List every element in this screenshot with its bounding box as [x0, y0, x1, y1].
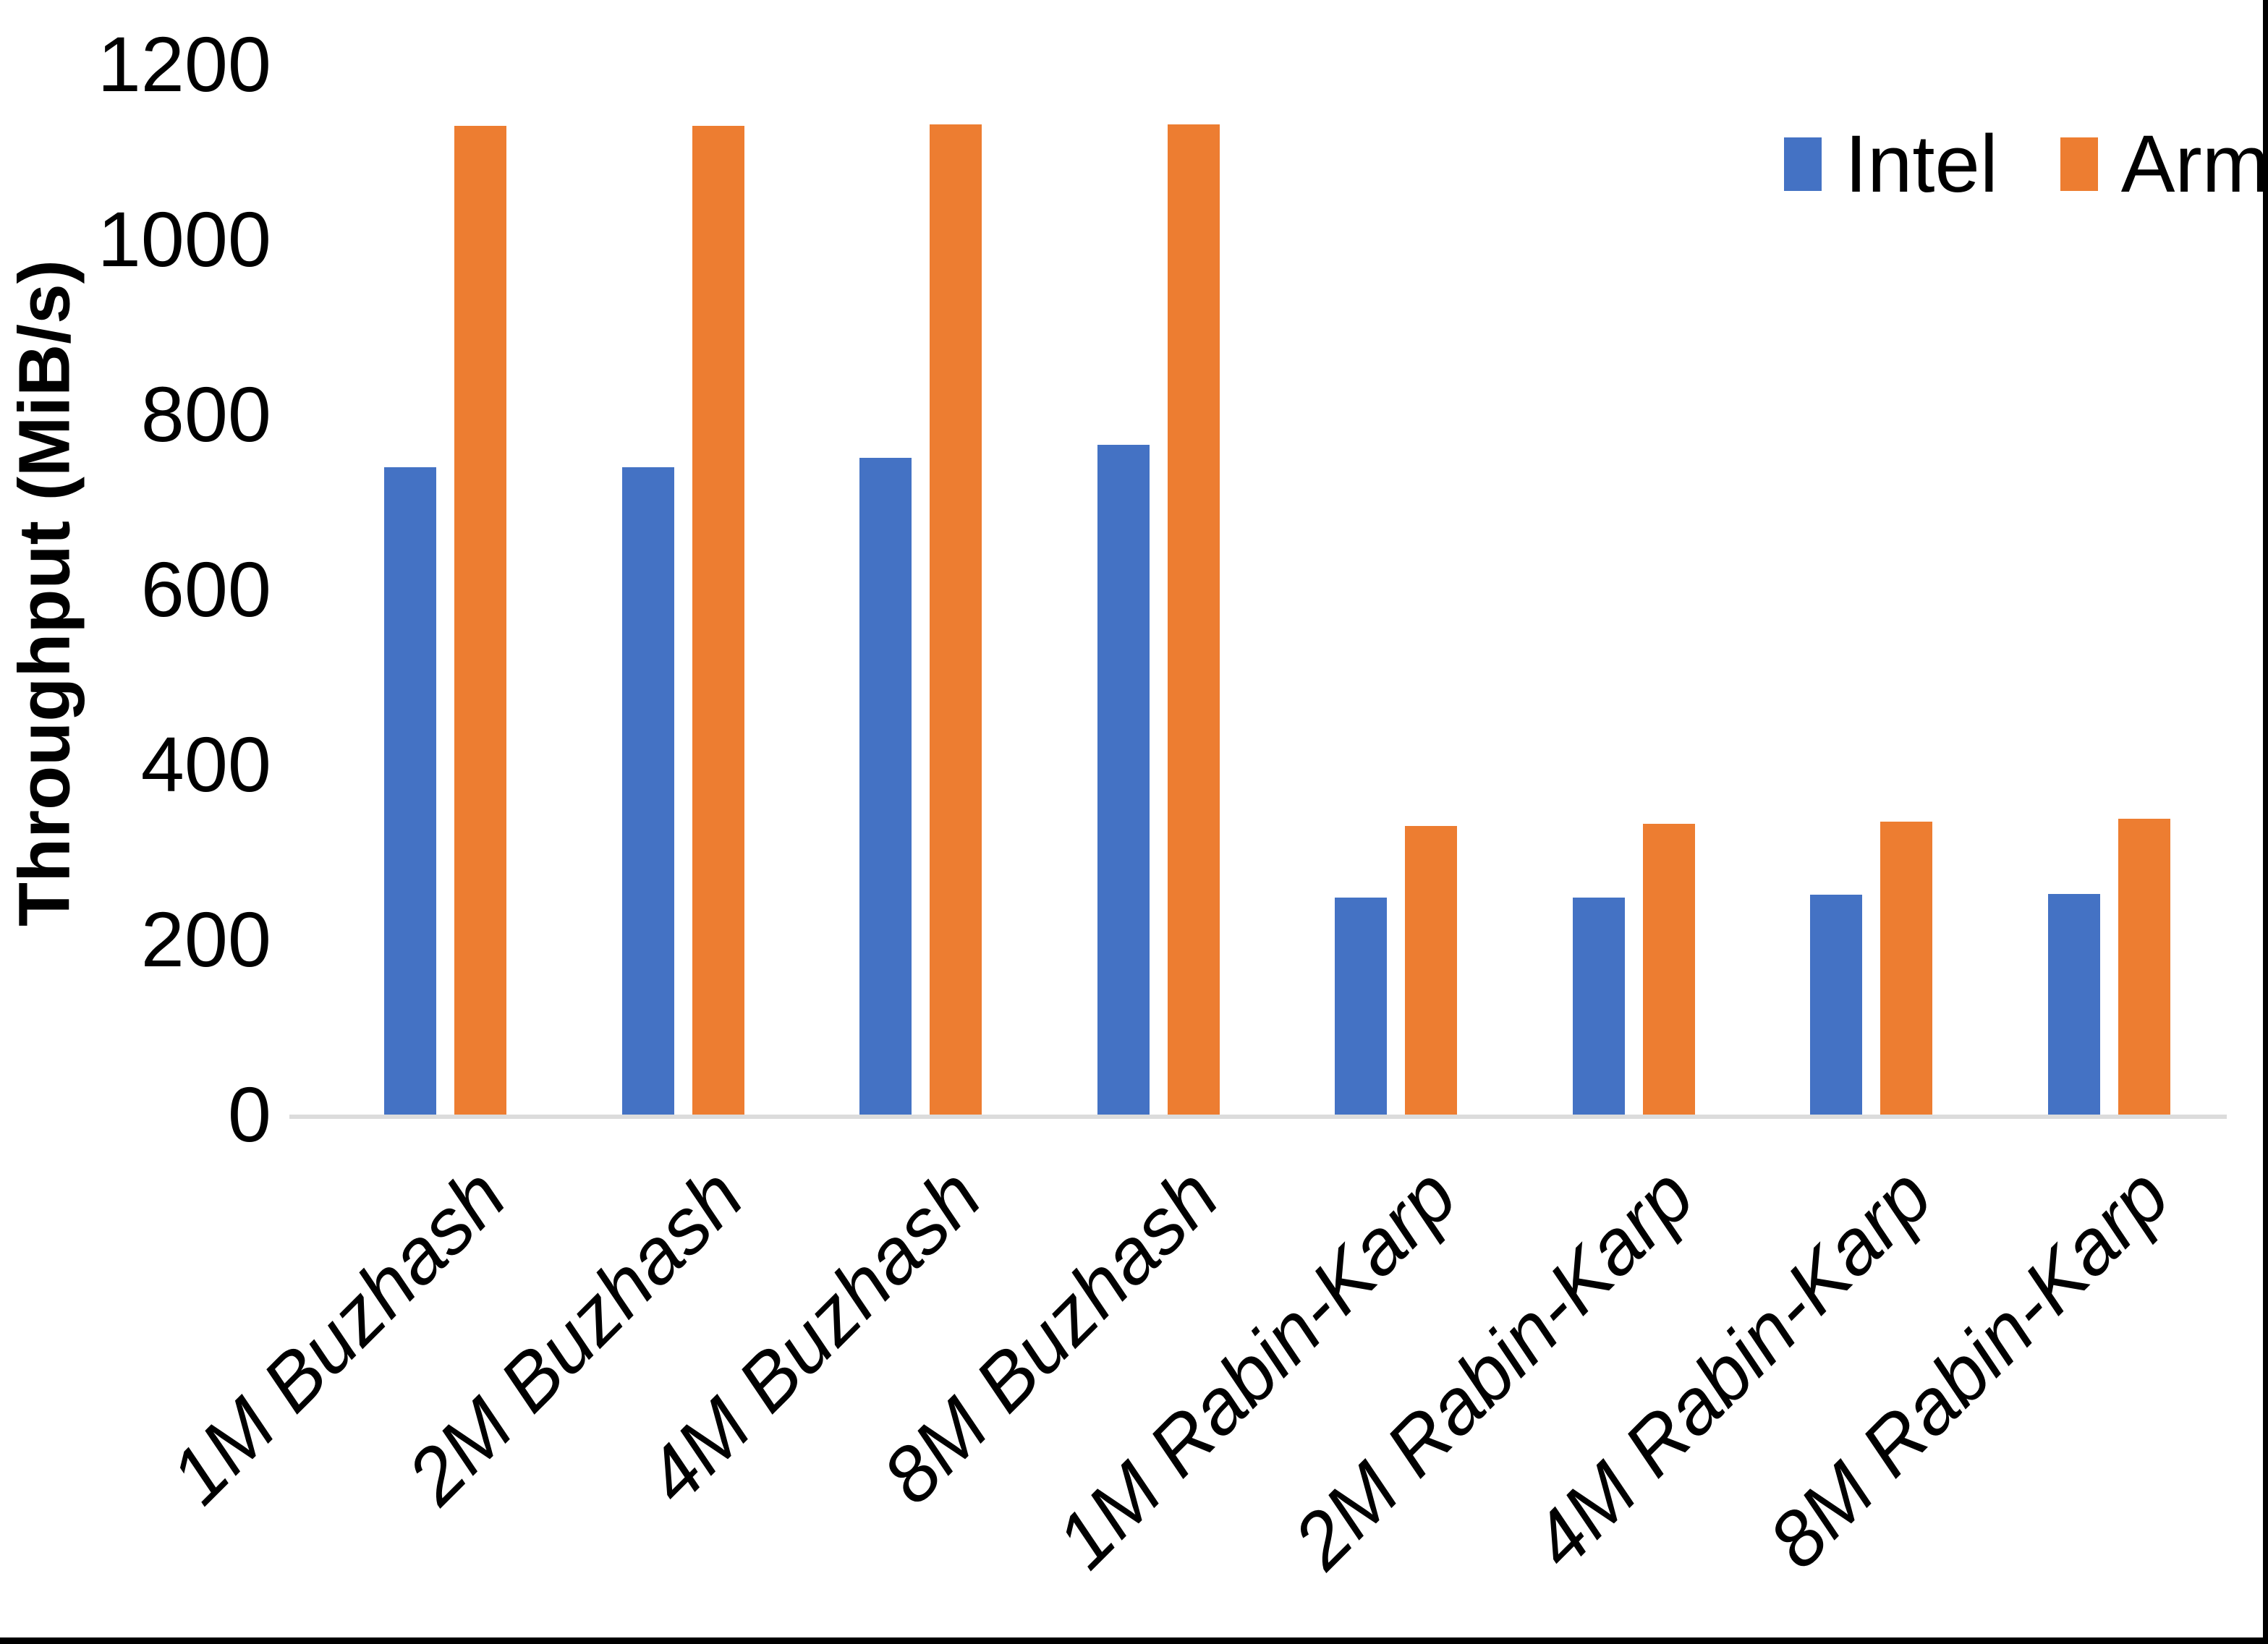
bar-intel-2m-buzhash: [622, 467, 674, 1115]
bar-intel-8m-rabin-karp: [2048, 894, 2100, 1115]
y-tick-label-800: 800: [140, 370, 271, 458]
black-border-right: [2263, 0, 2268, 1644]
y-tick-label-1000: 1000: [97, 195, 271, 283]
bar-intel-2m-rabin-karp: [1573, 898, 1625, 1115]
y-tick-label-400: 400: [140, 720, 271, 808]
bar-intel-8m-buzhash: [1097, 445, 1150, 1115]
y-tick-label-1200: 1200: [97, 20, 271, 108]
bar-arm-2m-buzhash: [692, 126, 744, 1115]
plot-area: [289, 64, 2227, 1115]
bar-intel-1m-buzhash: [384, 467, 436, 1115]
legend-swatch-arm: [2060, 137, 2098, 191]
black-border-bottom: [0, 1637, 2268, 1644]
bar-arm-1m-buzhash: [454, 126, 506, 1115]
bar-arm-2m-rabin-karp: [1643, 824, 1695, 1115]
bar-intel-1m-rabin-karp: [1335, 898, 1387, 1115]
bar-intel-4m-rabin-karp: [1810, 895, 1862, 1115]
bar-arm-8m-rabin-karp: [2118, 819, 2170, 1115]
legend-label-intel: Intel: [1845, 119, 1998, 209]
bar-arm-4m-buzhash: [930, 124, 982, 1115]
y-tick-label-0: 0: [227, 1070, 271, 1158]
bar-arm-8m-buzhash: [1168, 124, 1220, 1115]
legend-swatch-intel: [1784, 137, 1822, 191]
legend: Intel Arm: [1784, 119, 2268, 209]
y-tick-label-600: 600: [140, 545, 271, 633]
bar-arm-1m-rabin-karp: [1405, 826, 1457, 1115]
bar-arm-4m-rabin-karp: [1880, 822, 1932, 1115]
bar-intel-4m-buzhash: [859, 458, 912, 1115]
y-tick-label-200: 200: [140, 895, 271, 983]
x-axis-line: [289, 1115, 2227, 1119]
legend-label-arm: Arm: [2120, 119, 2268, 209]
